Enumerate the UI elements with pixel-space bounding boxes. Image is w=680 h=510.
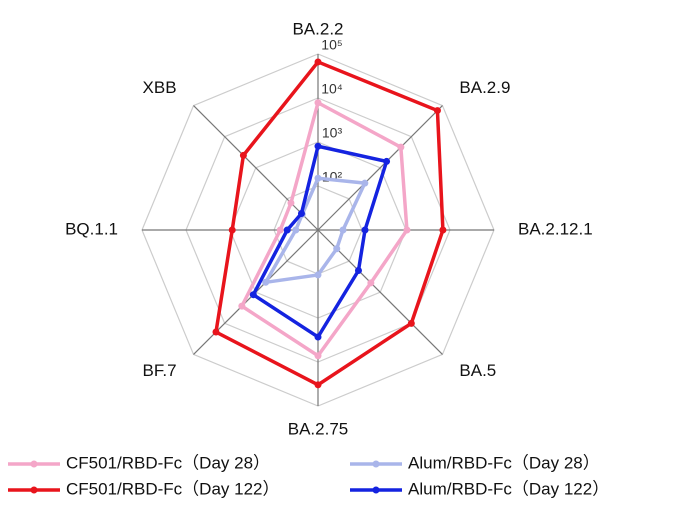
data-point (314, 333, 322, 341)
tick-label: 10⁴ (321, 81, 343, 97)
data-point (397, 143, 405, 151)
legend-marker (30, 486, 38, 494)
data-point (339, 226, 347, 234)
data-point (314, 271, 322, 279)
category-label: BA.2.9 (459, 78, 510, 97)
data-point (314, 99, 322, 107)
data-point (212, 328, 220, 336)
category-label: BA.2.12.1 (518, 219, 593, 238)
data-point (249, 291, 257, 299)
legend-label: Alum/RBD-Fc（Day 28） (408, 453, 600, 472)
data-point (228, 226, 236, 234)
category-label: BA.2.75 (288, 419, 349, 438)
data-point (333, 245, 341, 253)
data-point (314, 352, 322, 360)
legend-label: CF501/RBD-Fc（Day 122） (66, 479, 280, 498)
data-point (283, 226, 291, 234)
legend-label: CF501/RBD-Fc（Day 28） (66, 453, 270, 472)
axis-spoke (317, 105, 443, 231)
data-point (403, 226, 411, 234)
legend-item: Alum/RBD-Fc（Day 28） (350, 453, 600, 472)
data-point (262, 278, 270, 286)
tick-label: 10² (322, 169, 343, 185)
data-point (361, 179, 369, 187)
data-point (276, 226, 284, 234)
category-label: XBB (143, 78, 177, 97)
tick-label: 10⁵ (321, 37, 342, 53)
legend-marker (30, 460, 38, 468)
legend-label: Alum/RBD-Fc（Day 122） (408, 479, 609, 498)
legend-item: Alum/RBD-Fc（Day 122） (350, 479, 609, 498)
legend-item: CF501/RBD-Fc（Day 122） (8, 479, 280, 498)
tick-label: 10³ (322, 125, 343, 141)
data-point (314, 58, 322, 66)
data-point (367, 279, 375, 287)
legend-marker (372, 460, 380, 468)
data-point (297, 209, 305, 217)
category-label: BA.2.2 (292, 19, 343, 38)
category-label: BF.7 (143, 361, 177, 380)
data-point (314, 381, 322, 389)
legend-item: CF501/RBD-Fc（Day 28） (8, 453, 270, 472)
data-point (354, 266, 362, 274)
data-point (361, 226, 369, 234)
data-point (314, 142, 322, 150)
data-point (314, 174, 322, 182)
legend-marker (372, 486, 380, 494)
data-point (287, 199, 295, 207)
axis-spoke (193, 105, 319, 231)
category-label: BQ.1.1 (65, 219, 118, 238)
data-point (433, 107, 441, 115)
data-point (238, 302, 246, 310)
data-point (239, 151, 247, 159)
category-label: BA.5 (459, 361, 496, 380)
data-point (292, 226, 300, 234)
data-point (407, 319, 415, 327)
data-point (383, 157, 391, 165)
data-point (439, 226, 447, 234)
